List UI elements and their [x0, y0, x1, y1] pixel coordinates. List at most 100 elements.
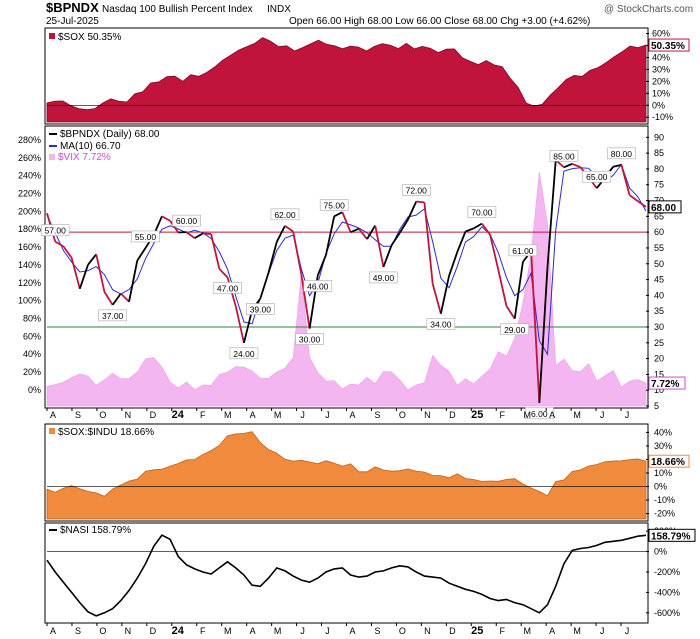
bpndx-line-segment	[87, 253, 97, 266]
bpndx-line-segment	[416, 200, 425, 204]
x-axis-label: S	[75, 626, 81, 636]
vix-axis-label: 120%	[18, 278, 41, 288]
point-label: 65.00	[586, 172, 608, 182]
bpndx-line-segment	[234, 305, 245, 343]
x-axis-label: N	[125, 626, 132, 636]
x-axis-upper: A S O N D 24 F M A M J J A S O N D 25 F M A M J J	[46, 408, 630, 421]
x-axis-label: D	[449, 626, 456, 636]
watermark: @ StockCharts.com	[604, 4, 693, 15]
bpndx-line-segment	[497, 269, 508, 307]
point-label: 70.00	[471, 208, 493, 218]
bpndx-line-segment	[95, 254, 106, 293]
bpndx-line-segment	[612, 163, 622, 168]
sox-legend-swatch	[49, 33, 55, 39]
x-axis-label: N	[125, 410, 132, 420]
point-label-box	[213, 282, 242, 294]
vix-axis-label: 100%	[18, 296, 41, 306]
x-axis-label: A	[549, 410, 555, 420]
x-axis-label: F	[500, 626, 506, 636]
bpndx-line-segment	[292, 231, 303, 275]
vix-axis-label: 160%	[18, 242, 41, 252]
ratio-area	[46, 431, 647, 520]
point-label: 24.00	[233, 349, 255, 359]
point-label-box	[500, 323, 530, 336]
point-label-box	[270, 208, 300, 221]
x-axis-label: N	[424, 626, 431, 636]
point-label: 46.00	[307, 281, 329, 291]
bpndx-tick-label: 90	[654, 132, 664, 142]
point-label: 30.00	[299, 335, 321, 345]
bpndx-line-segment	[473, 222, 483, 230]
point-label: 62.00	[274, 210, 296, 220]
point-label-box	[246, 303, 275, 315]
sox-tick-label: 60%	[652, 29, 670, 39]
x-axis-label: O	[399, 626, 406, 636]
x-axis-label: 24	[172, 625, 185, 637]
x-axis-label: A	[349, 410, 355, 420]
sox-tick-label: -10%	[652, 112, 673, 122]
bpndx-line-segment	[390, 232, 401, 246]
ma-legend: MA(10) 66.70	[60, 141, 121, 152]
bpndx-line-segment	[70, 257, 81, 289]
point-label: 39.00	[250, 305, 272, 315]
nasi-last-value: 158.79%	[651, 531, 691, 542]
vix-last-value: 7.72%	[651, 379, 679, 390]
vix-axis-label: 20%	[23, 367, 41, 377]
index-name: Nasdaq 100 Bullish Percent Index	[102, 4, 253, 15]
bpndx-legend: $BPNDX (Daily) 68.00	[60, 129, 160, 140]
bpndx-line-segment	[423, 202, 434, 284]
x-axis-label: M	[573, 410, 581, 420]
x-axis-label: A	[250, 410, 256, 420]
bpndx-line-segment	[78, 264, 89, 290]
point-label: 55.00	[135, 232, 157, 242]
point-label-box	[131, 230, 160, 243]
point-label-box	[172, 214, 201, 227]
bpndx-tick-label: 60	[654, 227, 664, 237]
bpndx-line-segment	[62, 245, 73, 259]
bpndx-line-segment	[382, 244, 393, 268]
point-label: 85.00	[553, 151, 575, 161]
x-axis-label: M	[224, 626, 232, 636]
bpndx-tick-label: 5	[654, 401, 659, 411]
bpndx-line-segment	[456, 231, 467, 253]
panel-nasi-frame	[44, 522, 649, 624]
point-label: 60.00	[176, 216, 198, 226]
point-label: 47.00	[217, 283, 239, 293]
ratio-tick-label: 40%	[654, 427, 672, 437]
vix-axis-label: 260%	[18, 153, 41, 163]
bpndx-line-segment	[185, 231, 196, 239]
point-label: 80.00	[611, 149, 633, 159]
x-axis-label: J	[625, 410, 630, 420]
bpndx-tick-label: 85	[654, 148, 664, 158]
x-axis-lower: A S O N D 24 F M A M J J A S O N D 25 F M A M J J	[46, 623, 630, 637]
x-axis-label: J	[600, 626, 605, 636]
point-label-box	[369, 271, 398, 284]
bpndx-line-segment	[325, 216, 336, 256]
x-axis-label: J	[625, 626, 630, 636]
bpndx-line-segment	[538, 266, 549, 403]
x-axis-label: D	[449, 410, 456, 420]
bpndx-line-segment	[563, 163, 573, 169]
bpndx-line-segment	[341, 211, 352, 233]
x-axis-label: F	[200, 410, 206, 420]
ratio-tick-label: -10%	[654, 495, 675, 505]
point-label-box	[582, 170, 612, 183]
bpndx-tick-label: 45	[654, 275, 664, 285]
x-axis-label: A	[349, 626, 355, 636]
x-axis-label: O	[99, 626, 106, 636]
x-axis-label: O	[399, 410, 406, 420]
bpndx-line-segment	[202, 232, 212, 235]
sox-tick-label: 40%	[652, 52, 670, 62]
vix-axis-label: 80%	[23, 314, 41, 324]
bpndx-line-segment	[571, 163, 581, 168]
bpndx-line-segment	[358, 228, 368, 240]
vix-last-tag	[648, 376, 686, 390]
point-label: 57.00	[45, 226, 67, 236]
sox-last-tag	[648, 38, 690, 52]
x-axis-label: J	[300, 410, 305, 420]
x-axis-label: 25	[471, 625, 483, 637]
x-axis-label: F	[200, 626, 206, 636]
x-axis-label: M	[274, 410, 282, 420]
x-axis-label: M	[274, 626, 282, 636]
